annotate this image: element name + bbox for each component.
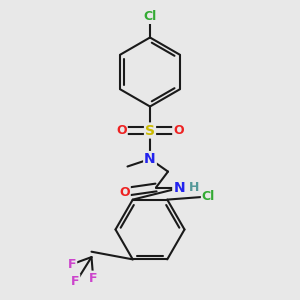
Text: H: H (189, 181, 199, 194)
Text: S: S (145, 124, 155, 137)
Text: Cl: Cl (143, 10, 157, 23)
Text: O: O (173, 124, 184, 137)
Text: Cl: Cl (202, 190, 215, 203)
Text: O: O (116, 124, 127, 137)
Text: F: F (71, 274, 79, 288)
Text: N: N (173, 181, 185, 194)
Text: N: N (144, 152, 156, 166)
Text: O: O (119, 185, 130, 199)
Text: F: F (89, 272, 97, 285)
Text: F: F (68, 258, 76, 271)
